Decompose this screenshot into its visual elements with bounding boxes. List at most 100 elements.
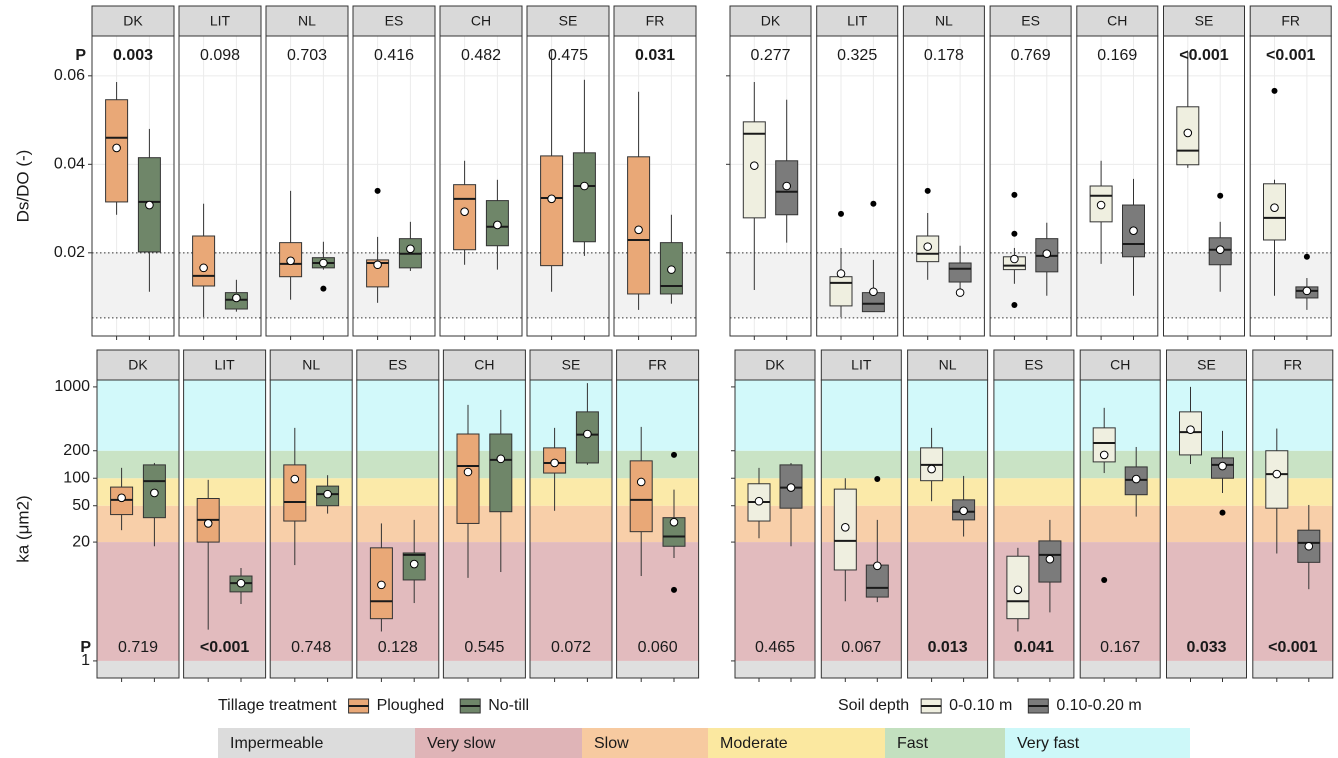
panel-border	[183, 379, 267, 679]
facet-label: SE	[562, 357, 581, 373]
permeability-band	[97, 478, 179, 506]
facet-strip	[269, 349, 353, 381]
outlier	[924, 187, 931, 194]
p-value: 0.719	[118, 639, 158, 656]
p-value: 0.003	[113, 47, 153, 64]
panel-border	[526, 35, 610, 337]
panel-border	[820, 379, 902, 679]
facet-label: ES	[385, 13, 404, 29]
mean	[580, 181, 589, 191]
permeability-band	[735, 660, 815, 678]
permeability-band	[1166, 542, 1247, 661]
permeability-band	[616, 660, 699, 678]
permeability-band	[735, 505, 815, 543]
facet-label: FR	[646, 13, 665, 29]
mean	[836, 269, 846, 278]
p-value: 0.416	[374, 47, 414, 64]
reference-shade	[527, 252, 609, 318]
outlier	[374, 187, 381, 194]
permeability-band	[443, 380, 526, 451]
y-tick-label: 200	[63, 442, 90, 459]
permeability-band	[1252, 478, 1333, 506]
p-value: 0.545	[464, 639, 504, 656]
y-tick-label: 50	[72, 497, 90, 514]
box	[366, 259, 390, 288]
mean	[923, 242, 933, 251]
reference-shade	[179, 252, 261, 318]
mean	[873, 561, 882, 571]
y-tick-label: 0.02	[54, 244, 85, 261]
facet-strip	[816, 5, 899, 37]
p-value: 0.072	[551, 639, 591, 656]
mean	[377, 580, 386, 590]
mean	[117, 493, 126, 503]
permeability-legend-label: Very slow	[427, 735, 496, 752]
facet-strip	[439, 5, 523, 37]
mean	[583, 429, 592, 439]
facet-strip	[352, 5, 436, 37]
p-value: 0.769	[1011, 47, 1051, 64]
permeability-band	[183, 505, 266, 543]
mean	[286, 256, 295, 266]
mean	[547, 194, 556, 204]
permeability-band	[993, 505, 1074, 543]
mean	[1096, 200, 1106, 210]
reference-shade	[730, 252, 811, 318]
outlier	[1011, 230, 1018, 237]
facet-label: SE	[1197, 357, 1216, 373]
facet-label: CH	[1107, 13, 1127, 29]
mean	[112, 143, 121, 153]
y-tick-label: 0.04	[54, 156, 85, 173]
panel-border	[616, 379, 700, 679]
facet-strip	[613, 5, 697, 37]
panel-border	[96, 379, 180, 679]
panel-border	[816, 35, 899, 337]
facet-label: NL	[302, 357, 320, 373]
reference-shade	[266, 252, 348, 318]
mean	[203, 519, 213, 528]
permeability-band	[993, 450, 1074, 479]
facet-label: DK	[765, 357, 785, 373]
permeability-band	[443, 478, 526, 506]
outlier	[1011, 191, 1018, 198]
permeability-band	[97, 505, 179, 543]
p-value: 0.031	[635, 47, 675, 64]
permeability-band	[356, 660, 439, 678]
facet-strip	[1252, 349, 1334, 381]
facet-label: DK	[123, 13, 143, 29]
permeability-band	[183, 380, 266, 451]
permeability-band	[443, 660, 526, 678]
p-value: 0.067	[841, 639, 881, 656]
mean	[955, 288, 965, 297]
permeability-band	[616, 380, 699, 451]
panel-border	[1249, 35, 1332, 337]
mean	[463, 467, 473, 477]
facet-strip	[265, 5, 349, 37]
permeability-band	[907, 660, 988, 678]
p-label: P	[75, 47, 86, 64]
box	[1265, 450, 1289, 509]
permeability-band	[270, 478, 353, 506]
outlier	[1217, 192, 1224, 199]
mean	[1215, 245, 1225, 255]
panel-border	[1166, 379, 1247, 679]
panel-border	[352, 35, 436, 337]
panel-border	[613, 35, 697, 337]
y-tick-label: 1	[81, 652, 90, 669]
facet-label: LIT	[214, 357, 235, 373]
facet-strip	[907, 349, 989, 381]
reference-shade	[1076, 252, 1158, 318]
permeability-band	[443, 450, 526, 479]
p-value: <0.001	[1266, 47, 1315, 64]
panel-border	[91, 35, 175, 337]
legend-title: Soil depth	[838, 697, 909, 714]
permeability-band	[907, 450, 988, 479]
facet-strip	[183, 349, 267, 381]
p-value: 0.128	[378, 639, 418, 656]
box	[948, 262, 972, 283]
reference-shade	[440, 252, 522, 318]
mean	[669, 517, 679, 527]
legend-label: 0.10-0.20 m	[1056, 697, 1141, 714]
